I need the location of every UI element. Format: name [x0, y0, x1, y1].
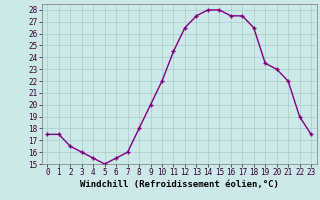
X-axis label: Windchill (Refroidissement éolien,°C): Windchill (Refroidissement éolien,°C)	[80, 180, 279, 189]
